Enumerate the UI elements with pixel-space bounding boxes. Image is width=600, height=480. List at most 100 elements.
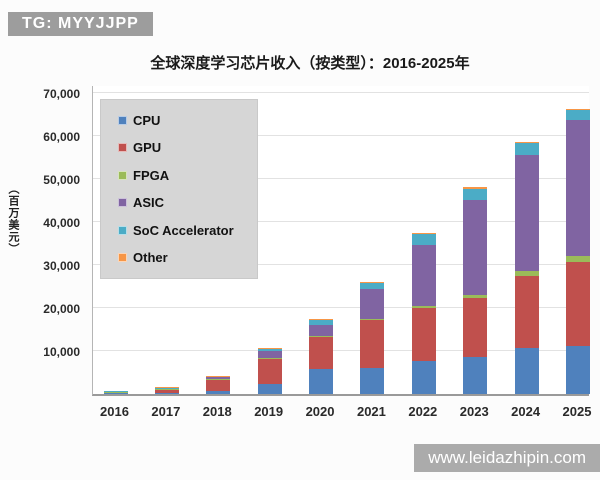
bar-group-2025 bbox=[566, 108, 590, 394]
bar-segment-asic bbox=[206, 376, 231, 379]
bar-segment-soc-accelerator bbox=[463, 188, 488, 201]
legend-label: SoC Accelerator bbox=[133, 222, 234, 238]
bar-segment-cpu bbox=[257, 384, 282, 394]
bar-segment-gpu bbox=[566, 262, 590, 346]
x-axis-label-2023: 2023 bbox=[459, 404, 489, 419]
gridline bbox=[93, 306, 589, 308]
bar-segment-soc-accelerator bbox=[360, 282, 385, 289]
bar-segment-cpu bbox=[309, 369, 334, 394]
x-axis-label-2021: 2021 bbox=[356, 404, 386, 419]
bar-segment-other bbox=[411, 232, 436, 234]
y-tick-label: 50,000 bbox=[43, 172, 80, 187]
bar-segment-gpu bbox=[154, 388, 179, 393]
bar-segment-asic bbox=[411, 245, 436, 306]
bar-group-2018 bbox=[206, 375, 231, 394]
bar-segment-soc-accelerator bbox=[411, 233, 436, 246]
bar-segment-cpu bbox=[360, 367, 385, 394]
bar-segment-gpu bbox=[360, 320, 385, 368]
bar-segment-asic bbox=[566, 120, 590, 256]
legend-item-soc-accelerator: SoC Accelerator bbox=[118, 223, 257, 238]
bar-group-2017 bbox=[154, 387, 179, 394]
gridline bbox=[93, 91, 589, 93]
bar-segment-soc-accelerator bbox=[309, 319, 334, 325]
bar-segment-asic bbox=[463, 200, 488, 295]
tg-badge: TG: MYYJJPP bbox=[8, 12, 153, 36]
x-axis-label-2022: 2022 bbox=[408, 404, 438, 419]
legend: CPU GPU FPGA ASIC SoC Accelerator Other bbox=[100, 99, 258, 279]
bar-segment-asic bbox=[154, 387, 179, 389]
bar-segment-fpga bbox=[566, 255, 590, 263]
y-tick-label: 20,000 bbox=[43, 301, 80, 316]
legend-swatch-icon bbox=[118, 253, 127, 263]
bar-segment-asic bbox=[257, 350, 282, 358]
bar-segment-asic bbox=[514, 155, 539, 272]
y-tick-label: 10,000 bbox=[43, 344, 80, 359]
bar-segment-fpga bbox=[411, 305, 436, 309]
bar-group-2020 bbox=[309, 319, 334, 394]
bar-segment-other bbox=[514, 142, 539, 143]
bar-segment-fpga bbox=[463, 294, 488, 298]
bar-segment-cpu bbox=[514, 347, 539, 394]
legend-item-other: Other bbox=[118, 250, 257, 265]
bar-segment-cpu bbox=[463, 357, 488, 394]
bar-segment-fpga bbox=[360, 318, 385, 321]
bar-segment-other bbox=[463, 187, 488, 189]
bar-segment-asic bbox=[360, 288, 385, 319]
y-tick-label: 60,000 bbox=[43, 129, 80, 144]
bar-group-2024 bbox=[514, 142, 539, 394]
bar-segment-cpu bbox=[103, 393, 128, 394]
legend-label: GPU bbox=[133, 140, 162, 156]
bar-segment-gpu bbox=[206, 378, 231, 391]
gridline bbox=[93, 134, 589, 136]
bar-group-2023 bbox=[463, 187, 488, 394]
bar-segment-gpu bbox=[463, 298, 488, 358]
bar-group-2019 bbox=[257, 348, 282, 394]
y-axis-title: （百万美元） bbox=[7, 183, 19, 255]
bar-group-2016 bbox=[103, 390, 128, 394]
gridline bbox=[93, 263, 589, 265]
x-axis-label-2018: 2018 bbox=[202, 404, 232, 419]
gridline bbox=[93, 220, 589, 222]
legend-label: Other bbox=[133, 250, 168, 266]
bar-segment-other bbox=[566, 108, 590, 110]
bar-segment-gpu bbox=[103, 391, 128, 394]
legend-item-gpu: GPU bbox=[118, 140, 257, 155]
bar-group-2021 bbox=[360, 281, 385, 394]
x-axis-label-2025: 2025 bbox=[562, 404, 592, 419]
bar-segment-soc-accelerator bbox=[514, 143, 539, 156]
legend-swatch-icon bbox=[118, 143, 127, 153]
bar-group-2022 bbox=[411, 232, 436, 394]
legend-item-cpu: CPU bbox=[118, 113, 257, 128]
x-axis-label-2019: 2019 bbox=[254, 404, 284, 419]
bar-segment-fpga bbox=[514, 271, 539, 277]
y-tick-label: 40,000 bbox=[43, 215, 80, 230]
bar-segment-gpu bbox=[514, 276, 539, 348]
chart-title: 全球深度学习芯片收入（按类型）：2016-2025年 bbox=[150, 55, 470, 72]
x-axis-label-2024: 2024 bbox=[511, 404, 541, 419]
gridline bbox=[93, 177, 589, 179]
watermark-badge: www.leidazhipin.com bbox=[414, 444, 600, 472]
legend-swatch-icon bbox=[118, 115, 127, 125]
legend-swatch-icon bbox=[118, 225, 127, 235]
bar-segment-soc-accelerator bbox=[566, 109, 590, 121]
y-tick-label: 70,000 bbox=[43, 86, 80, 101]
bar-segment-cpu bbox=[566, 345, 590, 394]
bar-segment-cpu bbox=[154, 392, 179, 394]
bar-segment-gpu bbox=[309, 337, 334, 370]
y-tick-label: 30,000 bbox=[43, 258, 80, 273]
bar-segment-fpga bbox=[309, 335, 334, 338]
bar-segment-cpu bbox=[206, 390, 231, 394]
x-axis-label-2017: 2017 bbox=[151, 404, 181, 419]
bar-segment-cpu bbox=[411, 360, 436, 394]
gridline bbox=[93, 349, 589, 351]
bar-segment-fpga bbox=[257, 357, 282, 359]
legend-label: FPGA bbox=[133, 167, 170, 183]
legend-label: CPU bbox=[133, 112, 161, 128]
bar-segment-asic bbox=[309, 324, 334, 336]
bar-segment-gpu bbox=[411, 308, 436, 361]
legend-swatch-icon bbox=[118, 198, 127, 208]
legend-item-fpga: FPGA bbox=[118, 168, 257, 183]
legend-item-asic: ASIC bbox=[118, 195, 257, 210]
bar-segment-soc-accelerator bbox=[257, 348, 282, 351]
x-axis-label-2020: 2020 bbox=[305, 404, 335, 419]
